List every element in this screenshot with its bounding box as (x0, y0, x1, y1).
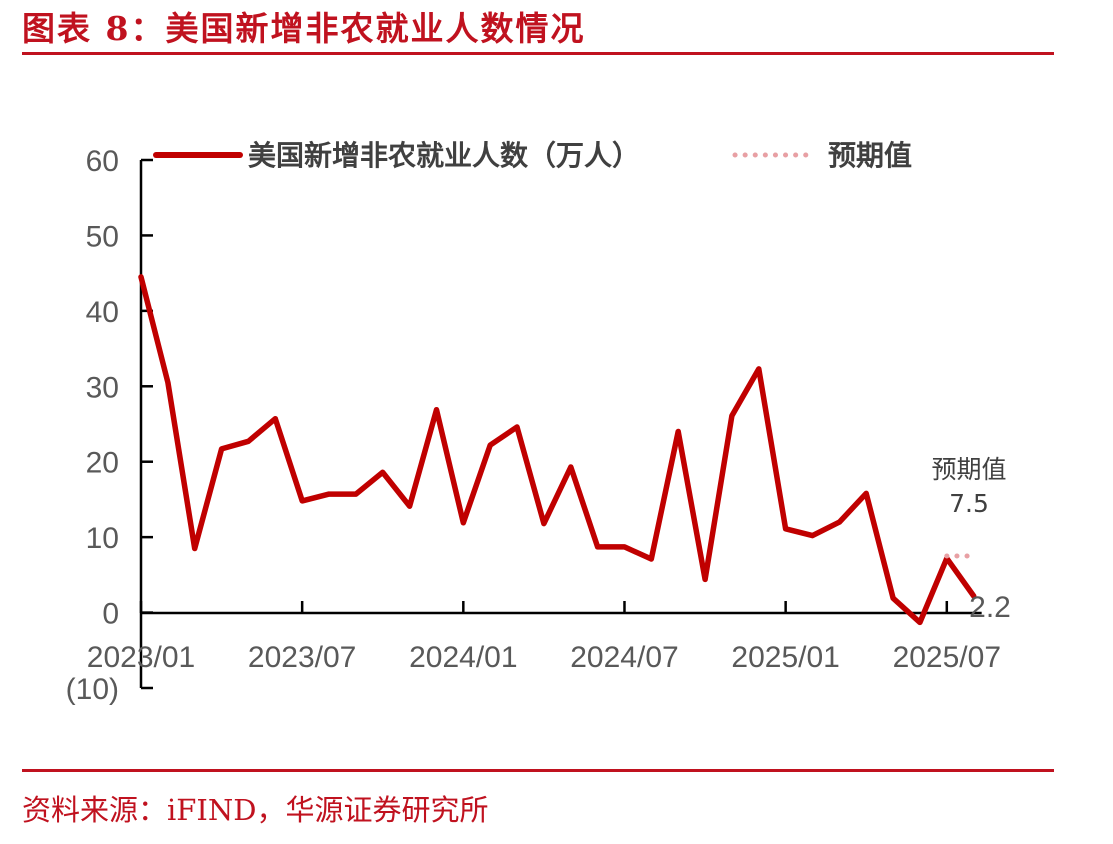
x-tick-label: 2024/01 (409, 641, 517, 674)
legend: 美国新增非农就业人数（万人） 预期值 (153, 139, 912, 172)
y-tick-label: 60 (86, 145, 119, 178)
x-tick-label: 2025/01 (731, 641, 839, 674)
legend-expected-label: 预期值 (828, 139, 912, 172)
y-tick-label: 20 (86, 447, 119, 480)
x-tick-label: 2024/07 (570, 641, 678, 674)
y-tick-label: 0 (102, 598, 119, 631)
figure-title: 图表 8：美国新增非农就业人数情况 (22, 9, 586, 48)
x-tick-label: 2023/01 (87, 641, 195, 674)
expected-annotation-value: 7.5 (949, 489, 989, 518)
y-tick-label: 40 (86, 296, 119, 329)
y-tick-label: (10) (66, 673, 119, 706)
x-axis-labels: 2023/01 2023/07 2024/01 2024/07 2025/01 2025/… (87, 641, 1001, 674)
legend-series-label: 美国新增非农就业人数（万人） (248, 139, 640, 172)
source-note: 资料来源：iFIND，华源证券研究所 (22, 793, 489, 827)
y-axis-ticks: 60 50 40 30 20 10 0 (10) (66, 145, 153, 706)
bottom-divider (22, 769, 1054, 772)
x-tick-label: 2023/07 (248, 641, 356, 674)
y-tick-label: 10 (86, 522, 119, 555)
y-tick-label: 30 (86, 371, 119, 404)
expected-annotation-label: 预期值 (931, 455, 1006, 484)
last-value-label: 2.2 (969, 591, 1011, 624)
x-tick-label: 2025/07 (893, 641, 1001, 674)
y-tick-label: 50 (86, 220, 119, 253)
top-divider (22, 52, 1054, 55)
x-axis-ticks (139, 601, 949, 613)
series-line-nonfarm (138, 274, 977, 626)
